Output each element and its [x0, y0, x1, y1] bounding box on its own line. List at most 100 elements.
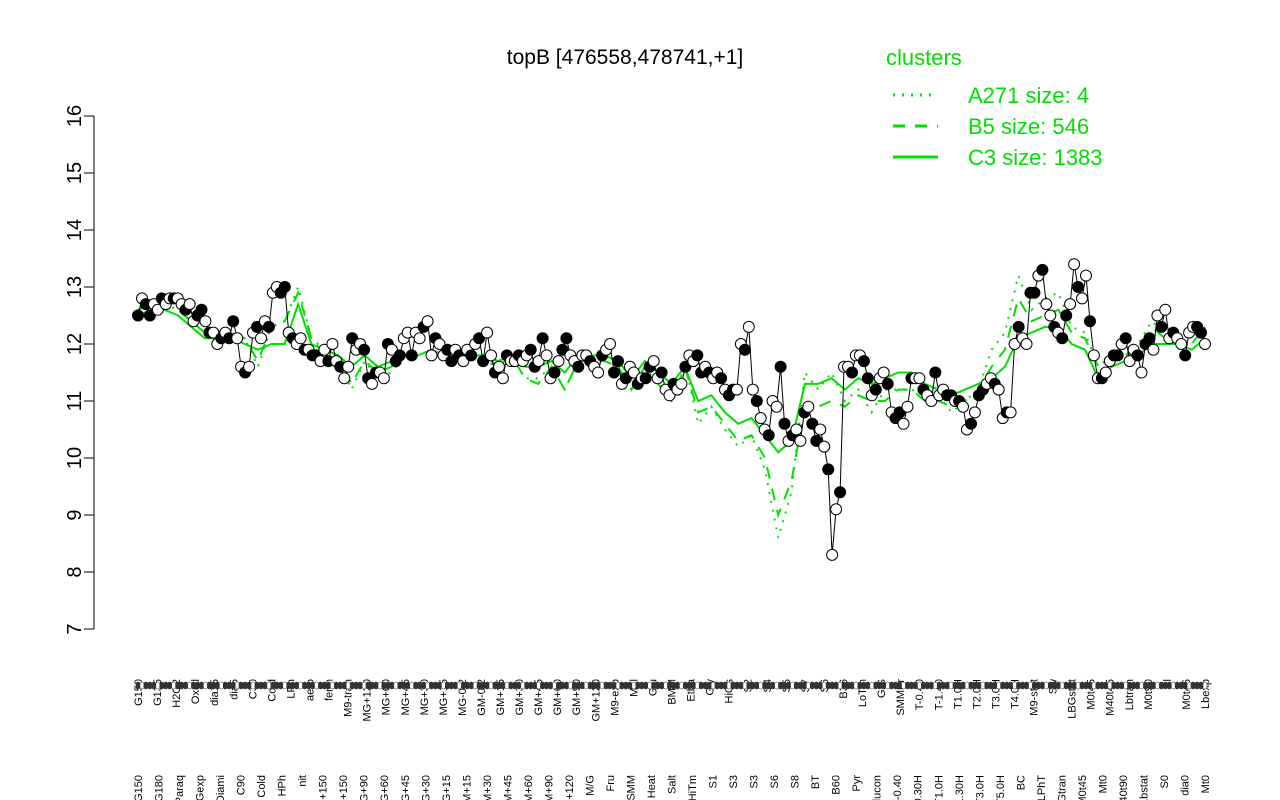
rug-mark — [726, 681, 732, 690]
x-label-bottom: G150 — [133, 775, 145, 800]
rug-mark — [841, 681, 847, 690]
rug-mark — [238, 681, 244, 690]
rug-mark — [226, 681, 232, 690]
rug-mark — [353, 681, 359, 690]
data-point — [1044, 309, 1057, 322]
rug-mark — [195, 681, 200, 690]
rug-mark — [254, 681, 260, 690]
data-point — [957, 400, 969, 413]
rug-mark — [480, 681, 486, 690]
rug-mark — [976, 681, 982, 690]
rug-mark — [758, 681, 764, 690]
rug-mark — [314, 681, 319, 690]
data-point — [255, 332, 267, 345]
rug-mark — [262, 681, 268, 690]
data-point — [750, 395, 763, 407]
data-point — [830, 503, 843, 516]
rug-mark — [417, 681, 422, 690]
rug-mark — [1095, 681, 1101, 690]
x-label-bottom: Fru — [605, 775, 617, 792]
x-label-bottom: Mt0 — [1097, 775, 1109, 793]
data-point — [1159, 303, 1172, 316]
x-label-bottom: LBGtran — [1056, 775, 1068, 800]
data-point — [1060, 309, 1073, 322]
rug-mark — [468, 681, 474, 690]
rug-mark — [207, 681, 212, 690]
x-label-bottom: Mt0 — [1200, 775, 1212, 793]
rug-mark — [659, 681, 664, 690]
rug-mark — [940, 681, 946, 690]
rug-mark — [718, 681, 724, 690]
data-point — [1175, 338, 1188, 350]
rug-mark — [135, 681, 141, 690]
rug-mark — [1107, 681, 1113, 690]
rug-mark — [615, 681, 621, 690]
x-label-top: Etha — [686, 678, 698, 702]
rug-mark — [322, 681, 327, 690]
x-label-bottom: GM+150 — [318, 775, 330, 800]
x-label-bottom: LPhT — [1036, 775, 1048, 800]
x-label-bottom: MG+150 — [338, 775, 350, 800]
x-label-bottom: HiTm — [687, 775, 699, 800]
rug-mark — [611, 681, 617, 690]
rug-mark — [873, 681, 879, 690]
rug-mark — [460, 681, 466, 690]
rug-mark — [326, 681, 331, 690]
y-tick-label: 9 — [64, 509, 86, 520]
rug-mark — [1052, 681, 1057, 690]
rug-mark — [464, 681, 470, 690]
rug-mark — [647, 681, 653, 690]
data-point — [992, 383, 1005, 396]
rug-mark — [1167, 681, 1172, 690]
rug-mark — [960, 681, 966, 690]
rug-mark — [219, 681, 224, 690]
rug-mark — [1171, 681, 1176, 690]
x-label-bottom: S0 — [1159, 775, 1171, 788]
data-point — [338, 372, 351, 385]
rug-mark — [1163, 681, 1168, 690]
data-point — [1076, 292, 1088, 305]
rug-mark — [1111, 681, 1117, 690]
data-point — [901, 400, 914, 413]
rug-mark — [330, 681, 335, 690]
data-point — [1080, 269, 1092, 282]
rug-mark — [1067, 681, 1073, 690]
x-label-bottom: MG+15 — [441, 775, 453, 800]
rug-mark — [667, 681, 672, 690]
rug-mark — [1099, 681, 1105, 690]
rug-mark — [1083, 681, 1089, 690]
rug-mark — [794, 681, 799, 690]
data-point — [929, 366, 942, 379]
rug-mark — [159, 681, 165, 690]
rug-mark — [167, 681, 172, 690]
rug-mark — [437, 681, 442, 690]
rug-mark — [230, 681, 236, 690]
rug-mark — [500, 681, 506, 690]
y-tick-label: 14 — [64, 219, 86, 241]
data-point — [1056, 332, 1069, 345]
data-point — [1111, 349, 1124, 362]
x-label-bottom: Heat — [646, 775, 658, 798]
rug-mark — [948, 681, 954, 690]
rug-mark — [1055, 681, 1061, 690]
rug-mark — [643, 681, 649, 690]
rug-mark — [639, 681, 645, 690]
x-label-bottom: GM+30 — [482, 775, 494, 800]
rug-mark — [1075, 681, 1081, 690]
rug-mark — [1071, 681, 1077, 690]
rug-mark — [675, 681, 680, 690]
rug-mark — [405, 681, 411, 690]
rug-mark — [143, 681, 149, 690]
data-point — [691, 349, 704, 362]
legend-entry: C3 size: 1383 — [968, 145, 1103, 170]
data-point — [1195, 326, 1207, 339]
rug-mark — [809, 681, 815, 690]
data-point — [846, 366, 858, 379]
rug-mark — [798, 681, 803, 690]
data-point — [794, 434, 807, 447]
rug-mark — [1063, 681, 1069, 690]
data-point — [227, 315, 240, 328]
rug-mark — [651, 681, 657, 690]
data-point — [604, 338, 616, 350]
